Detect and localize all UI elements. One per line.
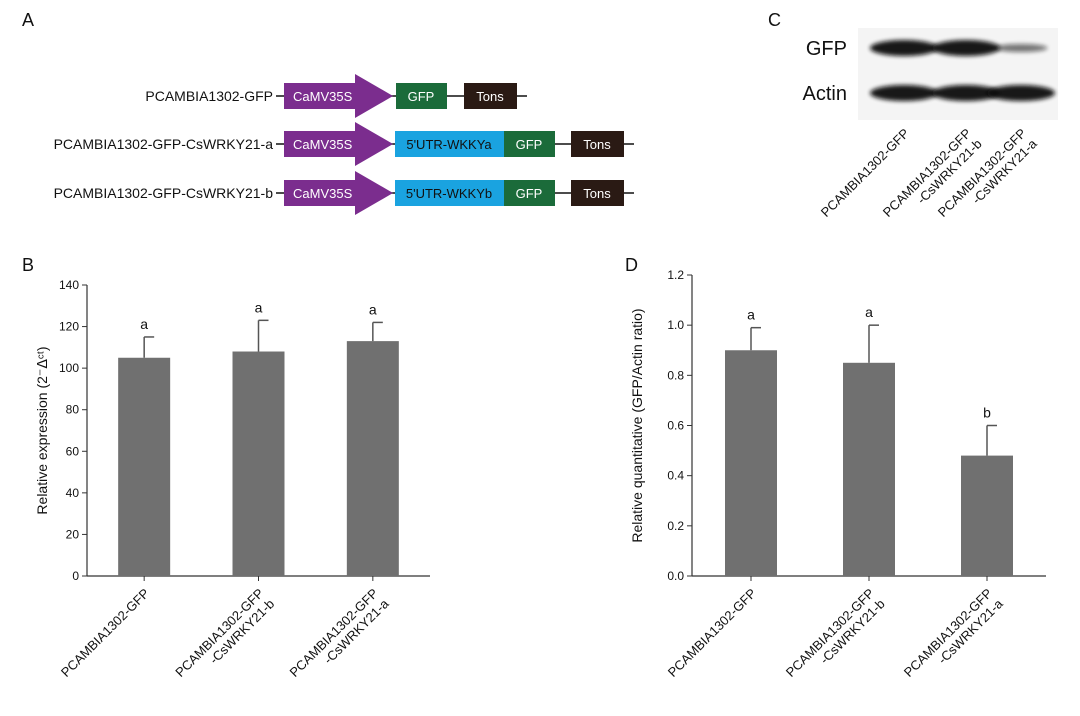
y-tick-label: 20 — [66, 527, 80, 541]
blot-row-label: GFP — [806, 38, 847, 60]
promoter-label: CaMV35S — [293, 186, 353, 201]
blot-band — [932, 85, 1000, 101]
construct-name: PCAMBIA1302-GFP — [145, 88, 273, 104]
panel-letter-c: C — [768, 10, 781, 30]
gfp-box — [396, 83, 447, 109]
significance-letter: a — [865, 304, 873, 320]
bar — [232, 351, 285, 576]
construct-row: PCAMBIA1302-GFP-CsWRKY21-b CaMV35S 5'UTR-W… — [54, 171, 634, 215]
blot-band — [870, 85, 938, 101]
y-tick-label: 0.6 — [667, 419, 684, 433]
promoter-label: CaMV35S — [293, 137, 353, 152]
significance-letter: a — [369, 301, 377, 317]
significance-letter: a — [747, 307, 755, 323]
panel-letter-a: A — [22, 10, 35, 30]
y-axis-label: Relative expression (2⁻ᐃᶜᵗ) — [34, 346, 50, 514]
bar — [118, 357, 171, 576]
utr-label: 5'UTR-WKKYb — [406, 186, 492, 201]
construct-name: PCAMBIA1302-GFP-CsWRKY21-a — [54, 136, 274, 152]
blot-band — [994, 44, 1048, 52]
promoter-label: CaMV35S — [293, 89, 353, 104]
x-tick-label: PCAMBIA1302-GFP-CsWRKY21-a — [287, 585, 393, 691]
panel-letter-b: B — [22, 255, 35, 275]
western-blot: GFPActinPCAMBIA1302-GFPPCAMBIA1302-GFP-C… — [803, 28, 1058, 220]
chart-b: 0 20 40 60 80 100 120 140 Relative expression (2… — [34, 278, 430, 691]
terminator-box — [571, 131, 624, 157]
x-tick-label: PCAMBIA1302-GFP — [665, 586, 759, 680]
y-tick-label: 0.2 — [667, 519, 684, 533]
significance-letter: b — [983, 405, 991, 421]
y-tick-label: 0.4 — [667, 469, 684, 483]
x-tick-label: PCAMBIA1302-GFP-CsWRKY21-b — [783, 586, 888, 691]
construct-row: PCAMBIA1302-GFP CaMV35S GFP Tons — [145, 74, 527, 118]
gfp-label: GFP — [408, 89, 435, 104]
utr-box — [395, 180, 504, 206]
construct-row: PCAMBIA1302-GFP-CsWRKY21-a CaMV35S 5'UTR-W… — [54, 122, 634, 166]
promoter-arrow — [284, 171, 393, 215]
y-tick-label: 120 — [59, 320, 79, 334]
y-tick-label: 100 — [59, 361, 79, 375]
y-tick-label: 0.8 — [667, 368, 684, 382]
y-tick-label: 140 — [59, 278, 79, 292]
bar — [346, 341, 399, 576]
chart-d: 0.0 0.2 0.4 0.6 0.8 1.0 1.2 Relative quantitati… — [629, 268, 1046, 691]
y-tick-label: 80 — [66, 403, 80, 417]
gfp-label: GFP — [516, 137, 543, 152]
utr-box — [395, 131, 504, 157]
terminator-label: Tons — [583, 137, 611, 152]
y-tick-label: 0.0 — [667, 569, 684, 583]
y-tick-label: 1.2 — [667, 268, 684, 282]
panel-letter-d: D — [625, 255, 638, 275]
construct-name: PCAMBIA1302-GFP-CsWRKY21-b — [54, 185, 274, 201]
promoter-arrow — [284, 74, 393, 118]
bar — [843, 362, 895, 576]
blot-band — [870, 40, 938, 56]
terminator-label: Tons — [583, 186, 611, 201]
blot-row-label: Actin — [803, 83, 847, 105]
x-tick-label: PCAMBIA1302-GFP-CsWRKY21-b — [172, 586, 277, 691]
gfp-box — [504, 131, 555, 157]
gfp-label: GFP — [516, 186, 543, 201]
bar — [961, 455, 1013, 576]
blot-band — [987, 85, 1055, 101]
bar — [725, 350, 777, 576]
gfp-box — [504, 180, 555, 206]
y-tick-label: 40 — [66, 486, 80, 500]
x-tick-label: PCAMBIA1302-GFP — [58, 586, 152, 680]
y-tick-label: 0 — [72, 569, 79, 583]
y-tick-label: 1.0 — [667, 318, 684, 332]
terminator-box — [464, 83, 517, 109]
terminator-box — [571, 180, 624, 206]
y-axis-label: Relative quantitative (GFP/Actin ratio) — [629, 308, 645, 542]
utr-label: 5'UTR-WKKYa — [406, 137, 492, 152]
significance-letter: a — [255, 299, 263, 315]
significance-letter: a — [140, 316, 148, 332]
blot-band — [932, 40, 1000, 56]
y-tick-label: 60 — [66, 444, 80, 458]
x-tick-label: PCAMBIA1302-GFP-CsWRKY21-a — [901, 585, 1007, 691]
terminator-label: Tons — [476, 89, 504, 104]
promoter-arrow — [284, 122, 393, 166]
